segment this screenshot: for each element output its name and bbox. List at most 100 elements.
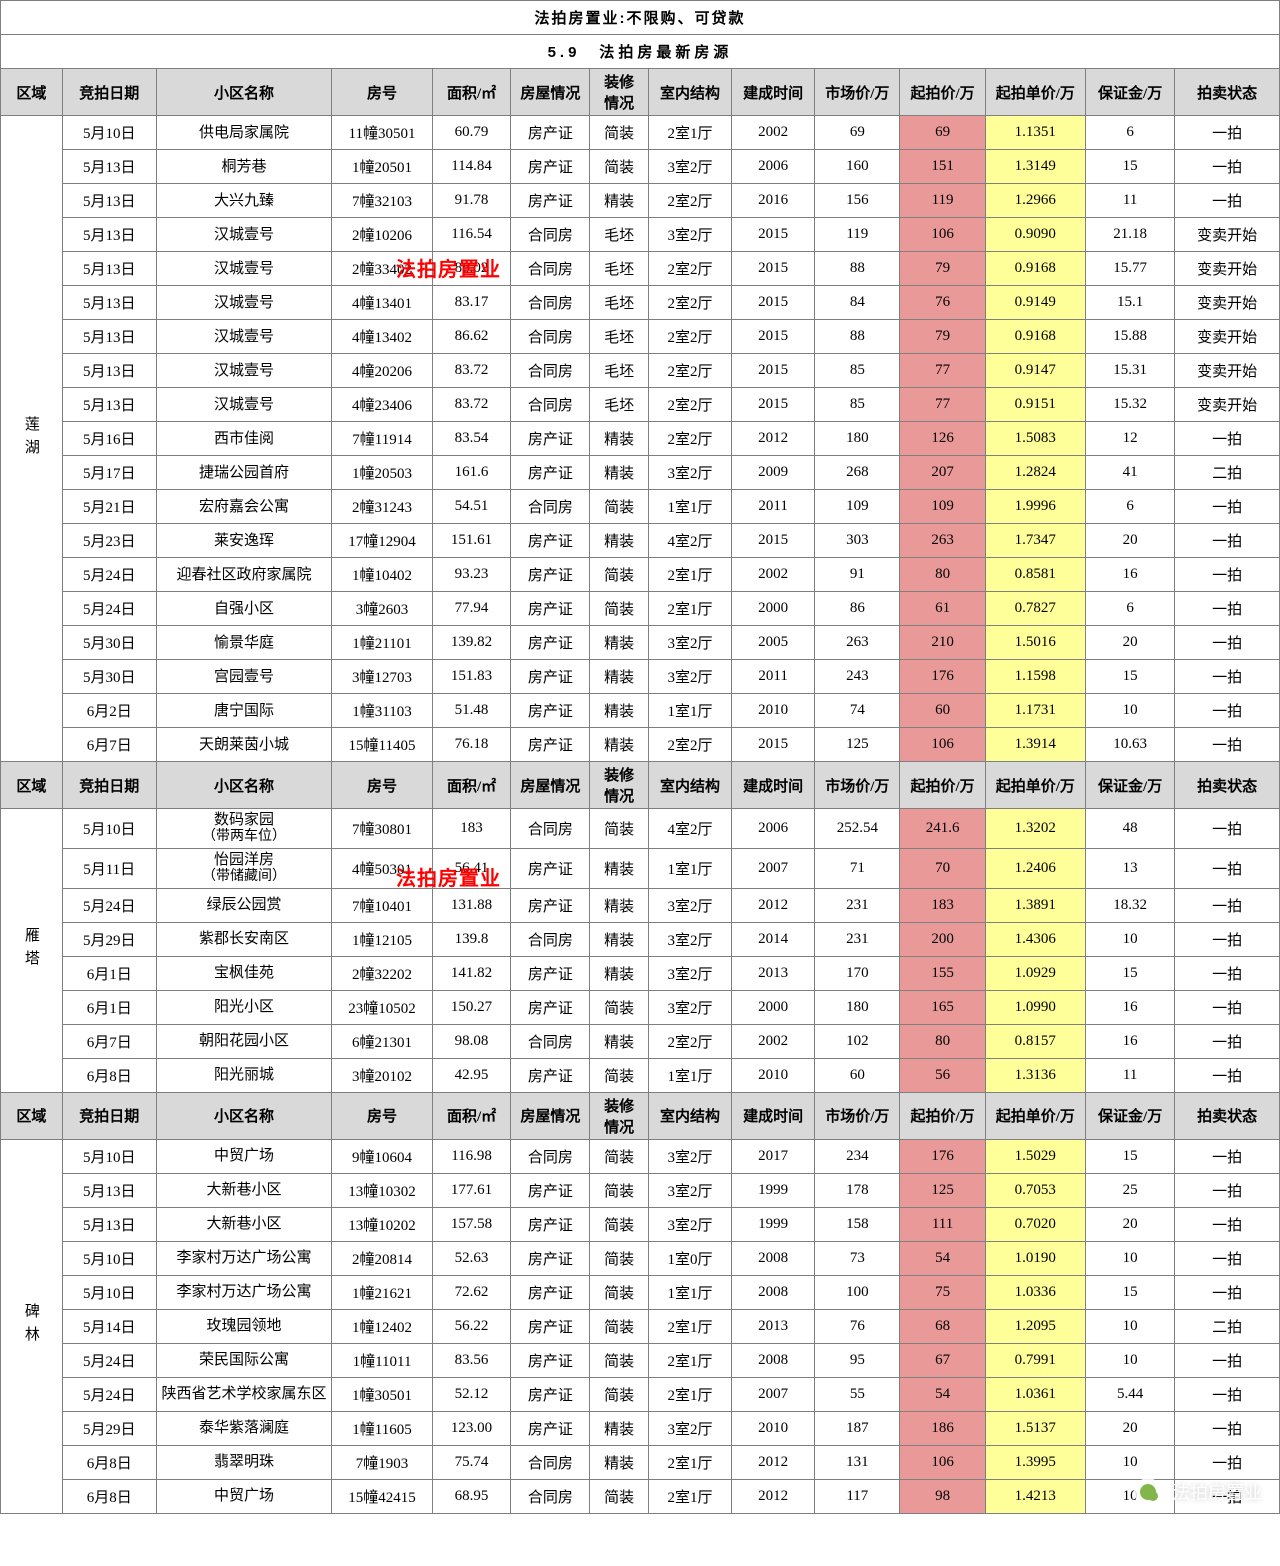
data-cell: 房产证 [511,116,590,150]
table-row: 5月30日愉景华庭1幢21101139.82房产证精装3室2厅200526321… [1,626,1280,660]
data-cell: 一拍 [1175,694,1280,728]
data-cell: 1.0990 [985,990,1085,1024]
data-cell: 2室2厅 [648,1024,731,1058]
data-cell: 一拍 [1175,728,1280,762]
data-cell: 2室2厅 [648,320,731,354]
data-cell: 2002 [732,558,815,592]
data-cell: 1.7347 [985,524,1085,558]
data-cell: 一拍 [1175,184,1280,218]
data-cell: 178 [815,1173,900,1207]
data-cell: 6月8日 [62,1445,156,1479]
data-cell: 2008 [732,1241,815,1275]
data-cell: 68.95 [432,1479,511,1513]
data-cell: 合同房 [511,354,590,388]
data-cell: 156 [815,184,900,218]
community-name-cell: 供电局家属院 [156,116,332,150]
column-header: 市场价/万 [815,1092,900,1139]
data-cell: 5月13日 [62,1207,156,1241]
data-cell: 48 [1085,809,1175,849]
data-cell: 2007 [732,1377,815,1411]
data-cell: 2008 [732,1343,815,1377]
column-header: 市场价/万 [815,69,900,116]
data-cell: 简装 [590,1309,649,1343]
data-cell: 5月14日 [62,1309,156,1343]
community-name-cell: 宝枫佳苑 [156,956,332,990]
data-cell: 200 [900,922,985,956]
data-cell: 80 [900,1024,985,1058]
data-cell: 一拍 [1175,1173,1280,1207]
community-name-cell: 汉城壹号 [156,218,332,252]
data-cell: 1999 [732,1207,815,1241]
data-cell: 20 [1085,1207,1175,1241]
data-cell: 151 [900,150,985,184]
data-cell: 简装 [590,1241,649,1275]
data-cell: 125 [815,728,900,762]
column-header: 区域 [1,762,63,809]
data-cell: 房产证 [511,524,590,558]
data-cell: 简装 [590,1207,649,1241]
community-name-cell: 迎春社区政府家属院 [156,558,332,592]
data-cell: 1幢20501 [332,150,432,184]
data-cell: 180 [815,990,900,1024]
column-header: 起拍价/万 [900,762,985,809]
data-cell: 毛坯 [590,354,649,388]
table-row: 5月13日汉城壹号4幢2340683.72合同房毛坯2室2厅201585770.… [1,388,1280,422]
column-header: 起拍单价/万 [985,1092,1085,1139]
data-cell: 2007 [732,848,815,888]
data-cell: 房产证 [511,1173,590,1207]
data-cell: 7幢11914 [332,422,432,456]
table-row: 5月14日玫瑰园领地1幢1240256.22房产证简装2室1厅201376681… [1,1309,1280,1343]
community-name-cell: 大新巷小区 [156,1207,332,1241]
data-cell: 231 [815,922,900,956]
column-header: 保证金/万 [1085,69,1175,116]
data-cell: 房产证 [511,1241,590,1275]
data-cell: 11幢30501 [332,116,432,150]
data-cell: 100 [815,1275,900,1309]
auction-listing-table: 法拍房置业:不限购、可贷款5.9 法拍房最新房源区域竞拍日期小区名称房号面积/㎡… [0,0,1280,1514]
data-cell: 房产证 [511,1207,590,1241]
data-cell: 5月13日 [62,218,156,252]
data-cell: 二拍 [1175,1309,1280,1343]
data-cell: 106 [900,728,985,762]
data-cell: 一拍 [1175,1445,1280,1479]
data-cell: 合同房 [511,1139,590,1173]
data-cell: 7幢10401 [332,888,432,922]
column-header: 房号 [332,69,432,116]
data-cell: 房产证 [511,1309,590,1343]
data-cell: 0.7020 [985,1207,1085,1241]
data-cell: 83.72 [432,354,511,388]
data-cell: 房产证 [511,422,590,456]
column-header: 装修情况 [590,762,649,809]
data-cell: 一拍 [1175,1377,1280,1411]
column-header: 室内结构 [648,69,731,116]
data-cell: 131 [815,1445,900,1479]
data-cell: 241.6 [900,809,985,849]
data-cell: 56.22 [432,1309,511,1343]
data-cell: 7幢1903 [332,1445,432,1479]
data-cell: 73 [815,1241,900,1275]
data-cell: 2015 [732,218,815,252]
data-cell: 3室2厅 [648,956,731,990]
data-cell: 合同房 [511,286,590,320]
community-name-cell: 中贸广场 [156,1479,332,1513]
data-cell: 76 [900,286,985,320]
data-cell: 243 [815,660,900,694]
data-cell: 231 [815,888,900,922]
data-cell: 187 [815,1411,900,1445]
data-cell: 119 [815,218,900,252]
data-cell: 1室1厅 [648,694,731,728]
data-cell: 16 [1085,990,1175,1024]
data-cell: 2015 [732,728,815,762]
data-cell: 70 [900,848,985,888]
data-cell: 1.4213 [985,1479,1085,1513]
data-cell: 一拍 [1175,150,1280,184]
data-cell: 5月10日 [62,1241,156,1275]
data-cell: 一拍 [1175,422,1280,456]
data-cell: 一拍 [1175,558,1280,592]
data-cell: 合同房 [511,252,590,286]
community-name-cell: 李家村万达广场公寓 [156,1241,332,1275]
data-cell: 5月13日 [62,354,156,388]
data-cell: 180 [815,422,900,456]
data-cell: 3室2厅 [648,1411,731,1445]
data-cell: 114.84 [432,150,511,184]
